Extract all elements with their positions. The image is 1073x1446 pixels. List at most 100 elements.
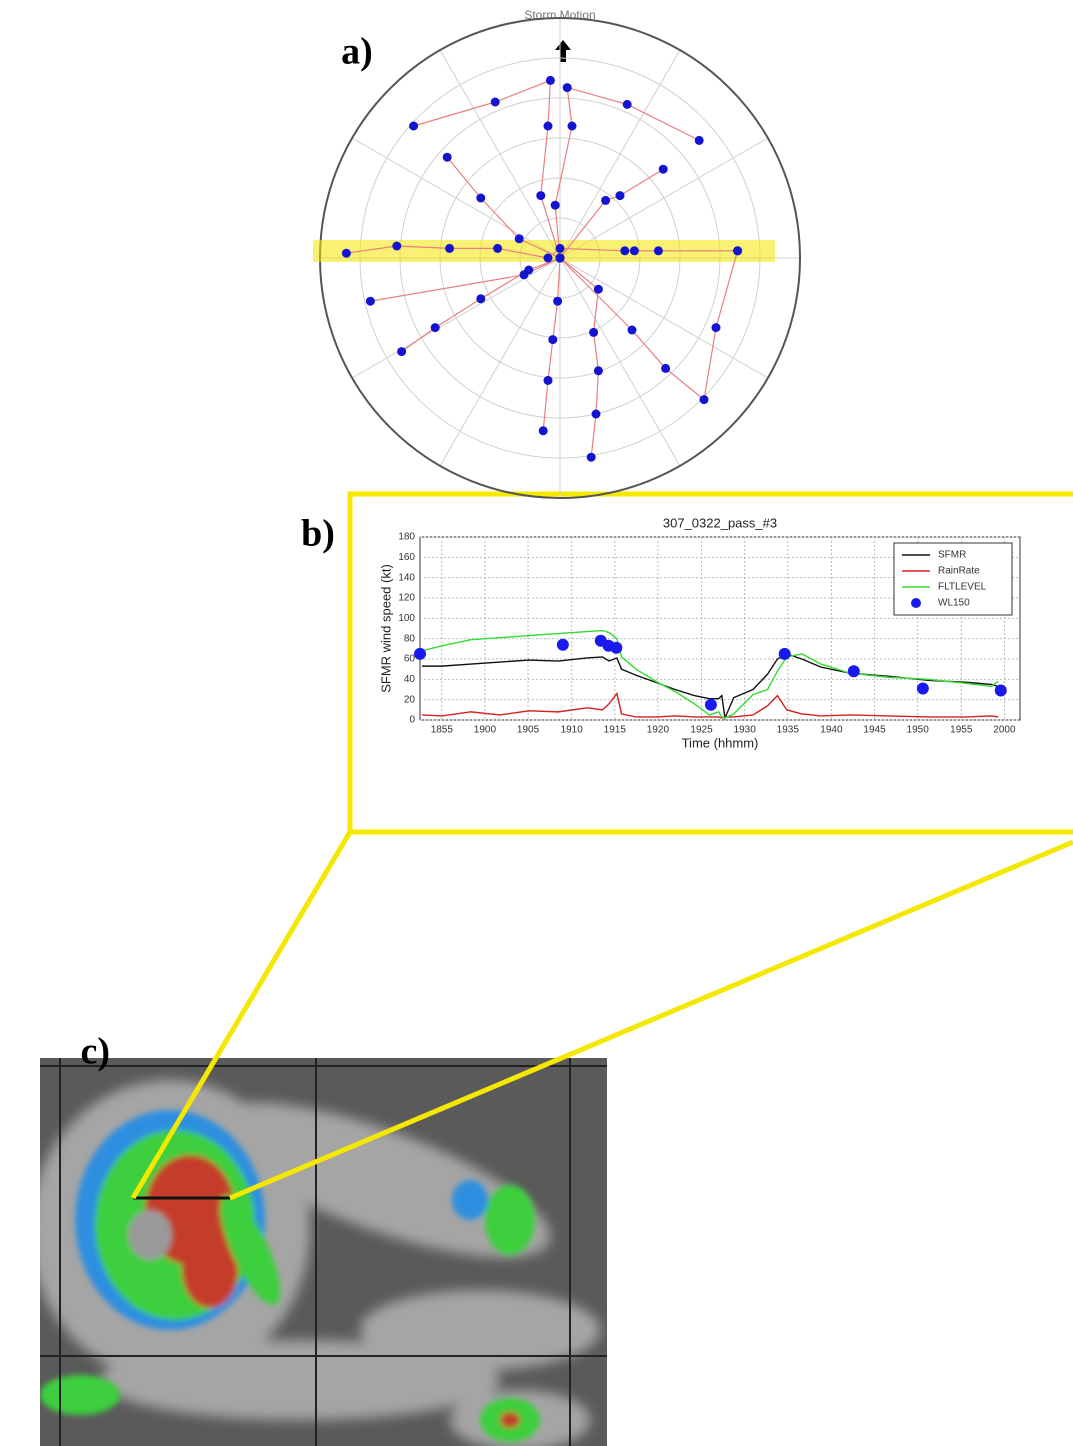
track-line <box>554 86 700 259</box>
legend-label: RainRate <box>938 566 980 577</box>
track-point <box>397 347 407 357</box>
track-point <box>490 97 500 107</box>
x-tick-label: 1955 <box>950 725 973 736</box>
track-point <box>615 191 625 201</box>
y-tick-label: 140 <box>398 572 415 583</box>
y-tick-label: 160 <box>398 552 415 563</box>
track-line <box>446 156 561 259</box>
data-point <box>778 647 791 660</box>
track-point <box>629 246 639 256</box>
track-point <box>550 200 560 210</box>
x-tick-label: 1855 <box>431 725 454 736</box>
track-line <box>542 257 561 431</box>
track-point <box>653 246 663 256</box>
y-tick-label: 20 <box>404 694 416 705</box>
y-axis-label: SFMR wind speed (kt) <box>378 564 393 693</box>
track-point <box>430 323 440 333</box>
data-point <box>414 647 426 660</box>
track-point <box>733 246 743 256</box>
x-tick-label: 1945 <box>863 725 886 736</box>
data-point <box>556 638 569 651</box>
track-point <box>622 99 632 109</box>
track-point <box>409 121 419 131</box>
y-tick-label: 60 <box>404 654 416 665</box>
track-point <box>562 83 572 93</box>
x-tick-label: 1950 <box>907 725 930 736</box>
track-point <box>341 248 351 258</box>
track-point <box>476 294 486 304</box>
track-point <box>445 243 455 253</box>
data-point <box>847 665 860 678</box>
track-point <box>555 243 565 253</box>
track-line <box>370 257 561 302</box>
track-point <box>694 135 704 145</box>
track-line <box>413 79 561 259</box>
x-axis-label: Time (hhmm) <box>682 735 759 750</box>
data-point <box>994 684 1007 697</box>
track-point <box>620 246 630 256</box>
track-point <box>545 75 555 85</box>
track-point <box>711 323 721 333</box>
legend-marker <box>911 598 921 608</box>
track-point <box>699 395 709 405</box>
track-point <box>661 363 671 373</box>
track-point <box>627 325 637 335</box>
track-point <box>493 243 503 253</box>
panel-label: c) <box>80 1031 110 1073</box>
x-tick-label: 1940 <box>820 725 843 736</box>
track-point <box>589 327 599 337</box>
chart-title: 307_0322_pass_#3 <box>663 515 777 530</box>
track-line <box>559 250 739 401</box>
satellite-image <box>40 1058 607 1446</box>
track-point <box>658 164 668 174</box>
north-arrow <box>555 40 571 62</box>
track-point <box>536 191 546 201</box>
zoom-frame <box>130 491 1073 1201</box>
y-tick-label: 0 <box>409 715 415 726</box>
legend-label: WL150 <box>938 598 970 609</box>
track-line <box>559 257 600 458</box>
x-tick-label: 1900 <box>474 725 497 736</box>
data-point <box>916 682 929 695</box>
track-point <box>555 253 565 263</box>
y-tick-label: 80 <box>404 633 416 644</box>
track-point <box>392 241 402 251</box>
x-tick-label: 1925 <box>690 725 713 736</box>
y-tick-label: 180 <box>398 532 415 543</box>
x-tick-label: 1905 <box>517 725 540 736</box>
x-tick-label: 1915 <box>604 725 627 736</box>
track-point <box>543 121 553 131</box>
y-tick-label: 40 <box>404 674 416 685</box>
track-point <box>519 270 529 280</box>
panel-label: a) <box>341 31 373 73</box>
data-point <box>610 641 623 654</box>
track-point <box>553 296 563 306</box>
series-line <box>422 691 999 719</box>
track-point <box>543 375 553 385</box>
track-line <box>346 245 738 259</box>
x-tick-label: 2000 <box>993 725 1016 736</box>
legend-label: FLTLEVEL <box>938 582 987 593</box>
x-tick-label: 1910 <box>561 725 584 736</box>
track-point <box>548 335 558 345</box>
track-point <box>543 253 553 263</box>
x-tick-label: 1920 <box>647 725 670 736</box>
track-point <box>365 296 375 306</box>
legend-label: SFMR <box>938 550 966 561</box>
track-point <box>442 152 452 162</box>
series-line <box>421 629 999 719</box>
track-point <box>593 284 603 294</box>
x-tick-label: 1935 <box>777 725 800 736</box>
track-point <box>591 409 601 419</box>
track-point <box>514 234 524 244</box>
x-tick-label: 1930 <box>734 725 757 736</box>
track-line <box>559 168 664 259</box>
y-tick-label: 120 <box>398 593 415 604</box>
data-point <box>704 698 717 711</box>
panel-label: b) <box>301 513 335 555</box>
track-point <box>601 195 611 205</box>
track-point <box>476 193 486 203</box>
track-point <box>567 121 577 131</box>
